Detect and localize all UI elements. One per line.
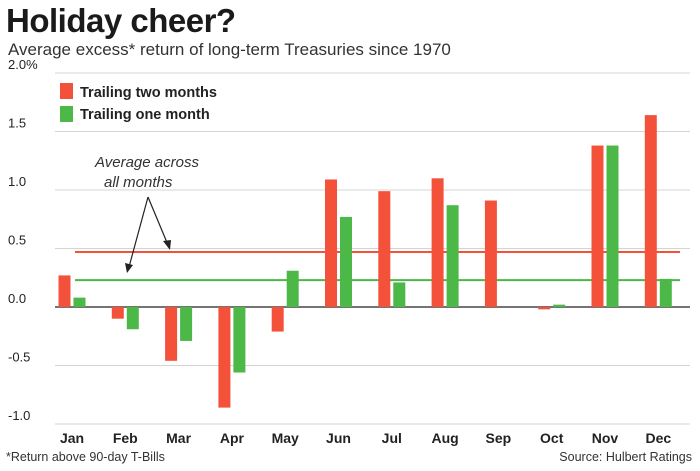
legend-swatch-one-month — [60, 106, 73, 122]
y-tick-label: 0.5 — [8, 233, 26, 248]
footnote: *Return above 90-day T-Bills — [6, 450, 165, 464]
x-tick-label-nov: Nov — [592, 430, 619, 446]
bar-one-month-oct — [553, 304, 566, 307]
x-tick-label-mar: Mar — [166, 430, 191, 446]
x-axis-labels: Jan Feb Mar Apr May Jun Jul Aug Sep Oct Nov Dec — [60, 430, 671, 446]
bar-two-months-jun — [325, 179, 337, 307]
bars — [58, 115, 672, 408]
x-tick-label-apr: Apr — [220, 430, 245, 446]
y-tick-label: 1.0 — [8, 174, 26, 189]
bar-one-month-aug — [446, 205, 459, 307]
chart-title: Holiday cheer? — [6, 2, 236, 39]
bar-one-month-apr — [233, 307, 246, 373]
x-tick-label-feb: Feb — [113, 430, 138, 446]
legend-swatch-two-months — [60, 83, 73, 99]
bar-one-month-dec — [659, 278, 672, 307]
y-tick-label: -1.0 — [8, 408, 30, 423]
legend: Trailing two months Trailing one month — [60, 83, 217, 123]
bar-two-months-mar — [165, 307, 178, 361]
x-tick-label-jul: Jul — [382, 430, 402, 446]
gridlines — [55, 72, 690, 425]
legend-label-one-month: Trailing one month — [80, 107, 210, 123]
bar-two-months-jul — [378, 191, 391, 307]
bar-two-months-nov — [591, 145, 604, 307]
y-tick-label: 0.0 — [8, 291, 26, 306]
y-axis-labels: 2.0% 1.5 1.0 0.5 0.0 -0.5 -1.0 — [8, 57, 38, 423]
bar-two-months-oct — [538, 307, 551, 310]
bar-one-month-may — [286, 270, 299, 307]
bar-two-months-aug — [431, 178, 444, 307]
bar-one-month-jan — [73, 297, 86, 307]
bar-one-month-jul — [393, 282, 406, 307]
x-tick-label-jan: Jan — [60, 430, 84, 446]
y-tick-label: 1.5 — [8, 116, 26, 131]
average-lines — [75, 251, 680, 282]
x-tick-label-oct: Oct — [540, 430, 564, 446]
bar-one-month-jun — [340, 216, 352, 307]
bar-one-month-feb — [126, 307, 139, 330]
x-tick-label-sep: Sep — [486, 430, 512, 446]
x-tick-label-may: May — [272, 430, 299, 446]
bar-two-months-apr — [218, 307, 231, 408]
bar-two-months-sep — [484, 200, 497, 307]
annotation-arrowhead-red — [163, 240, 171, 250]
annotation-arrowhead-green — [125, 263, 133, 273]
bar-one-month-mar — [180, 307, 193, 341]
bar-two-months-feb — [111, 307, 124, 319]
bar-two-months-jan — [58, 275, 71, 307]
x-tick-label-dec: Dec — [645, 430, 671, 446]
average-annotation: Average across all months — [94, 154, 199, 273]
annotation-arrow-to-red — [147, 196, 169, 246]
annotation-line-2: all months — [104, 174, 173, 191]
y-tick-label: 2.0% — [8, 57, 38, 72]
annotation-line-1: Average across — [94, 154, 199, 171]
annotation-arrow-to-green — [128, 196, 149, 268]
bar-two-months-may — [271, 307, 284, 332]
x-tick-label-aug: Aug — [431, 430, 458, 446]
x-tick-label-jun: Jun — [326, 430, 351, 446]
chart-subtitle: Average excess* return of long-term Trea… — [8, 40, 451, 59]
source-note: Source: Hulbert Ratings — [559, 450, 692, 464]
bar-two-months-dec — [644, 115, 657, 308]
bar-one-month-nov — [606, 145, 619, 307]
y-tick-label: -0.5 — [8, 350, 30, 365]
legend-label-two-months: Trailing two months — [80, 85, 217, 101]
